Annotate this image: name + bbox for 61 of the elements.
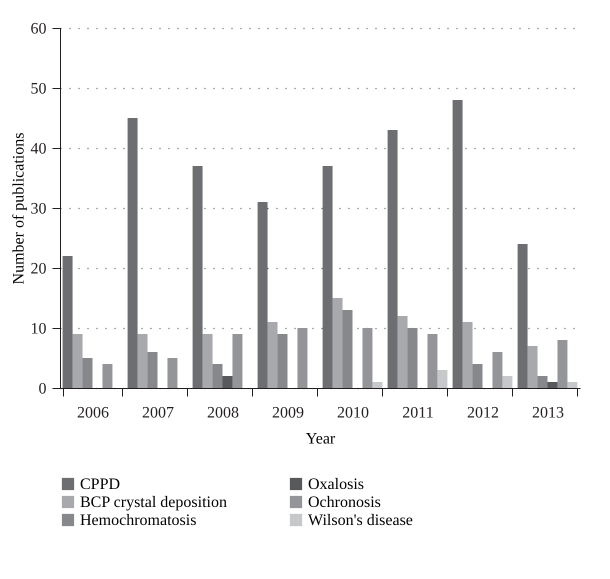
bar bbox=[322, 166, 333, 388]
y-tick-label: 60 bbox=[30, 20, 46, 38]
x-tick-label: 2010 bbox=[337, 404, 369, 422]
bar bbox=[72, 334, 83, 388]
bar bbox=[268, 322, 278, 388]
x-tick-label: 2007 bbox=[142, 404, 174, 422]
bar bbox=[538, 376, 548, 388]
bar bbox=[212, 364, 222, 388]
y-tick-label: 10 bbox=[30, 320, 46, 338]
bar bbox=[408, 328, 418, 388]
x-tick-label: 2008 bbox=[207, 404, 239, 422]
bar bbox=[128, 118, 138, 388]
x-tick-label: 2013 bbox=[532, 404, 564, 422]
bar bbox=[167, 358, 178, 388]
y-axis-title: Number of publications bbox=[10, 132, 28, 284]
bar bbox=[192, 166, 203, 388]
bar bbox=[388, 130, 398, 388]
x-tick-label: 2006 bbox=[77, 404, 109, 422]
bar bbox=[462, 322, 473, 388]
bar bbox=[398, 316, 408, 388]
bar bbox=[372, 382, 382, 388]
x-tick-label: 2009 bbox=[272, 404, 304, 422]
bar bbox=[342, 310, 352, 388]
bar bbox=[528, 346, 538, 388]
legend-label: Oxalosis bbox=[308, 476, 364, 493]
bar bbox=[502, 376, 512, 388]
bar bbox=[332, 298, 343, 388]
bar bbox=[202, 334, 213, 388]
x-tick-label: 2011 bbox=[402, 404, 434, 422]
legend-label: Wilson's disease bbox=[308, 512, 413, 529]
legend-label: BCP crystal deposition bbox=[80, 494, 227, 511]
y-tick-label: 40 bbox=[30, 140, 46, 158]
bar bbox=[557, 340, 568, 388]
y-tick-label: 0 bbox=[38, 380, 46, 398]
bar bbox=[102, 364, 112, 388]
bar bbox=[222, 376, 232, 388]
bar bbox=[278, 334, 288, 388]
bar bbox=[567, 382, 578, 388]
y-tick-label: 30 bbox=[30, 200, 46, 218]
bar bbox=[492, 352, 502, 388]
x-axis-title: Year bbox=[306, 430, 336, 448]
y-tick-label: 50 bbox=[30, 80, 46, 98]
bar bbox=[427, 334, 438, 388]
bar bbox=[297, 328, 308, 388]
bar bbox=[362, 328, 372, 388]
bar bbox=[548, 382, 558, 388]
bar bbox=[148, 352, 158, 388]
bar bbox=[452, 100, 463, 388]
bar bbox=[518, 244, 528, 388]
bar bbox=[62, 256, 73, 388]
bar bbox=[437, 370, 448, 388]
legend-label: CPPD bbox=[80, 476, 120, 493]
bar bbox=[82, 358, 92, 388]
legend-label: Hemochromatosis bbox=[80, 512, 196, 529]
x-tick-label: 2012 bbox=[467, 404, 499, 422]
bar bbox=[232, 334, 242, 388]
legend-label: Ochronosis bbox=[308, 494, 381, 511]
bar bbox=[258, 202, 268, 388]
bar bbox=[138, 334, 148, 388]
y-tick-label: 20 bbox=[30, 260, 46, 278]
bar bbox=[472, 364, 482, 388]
